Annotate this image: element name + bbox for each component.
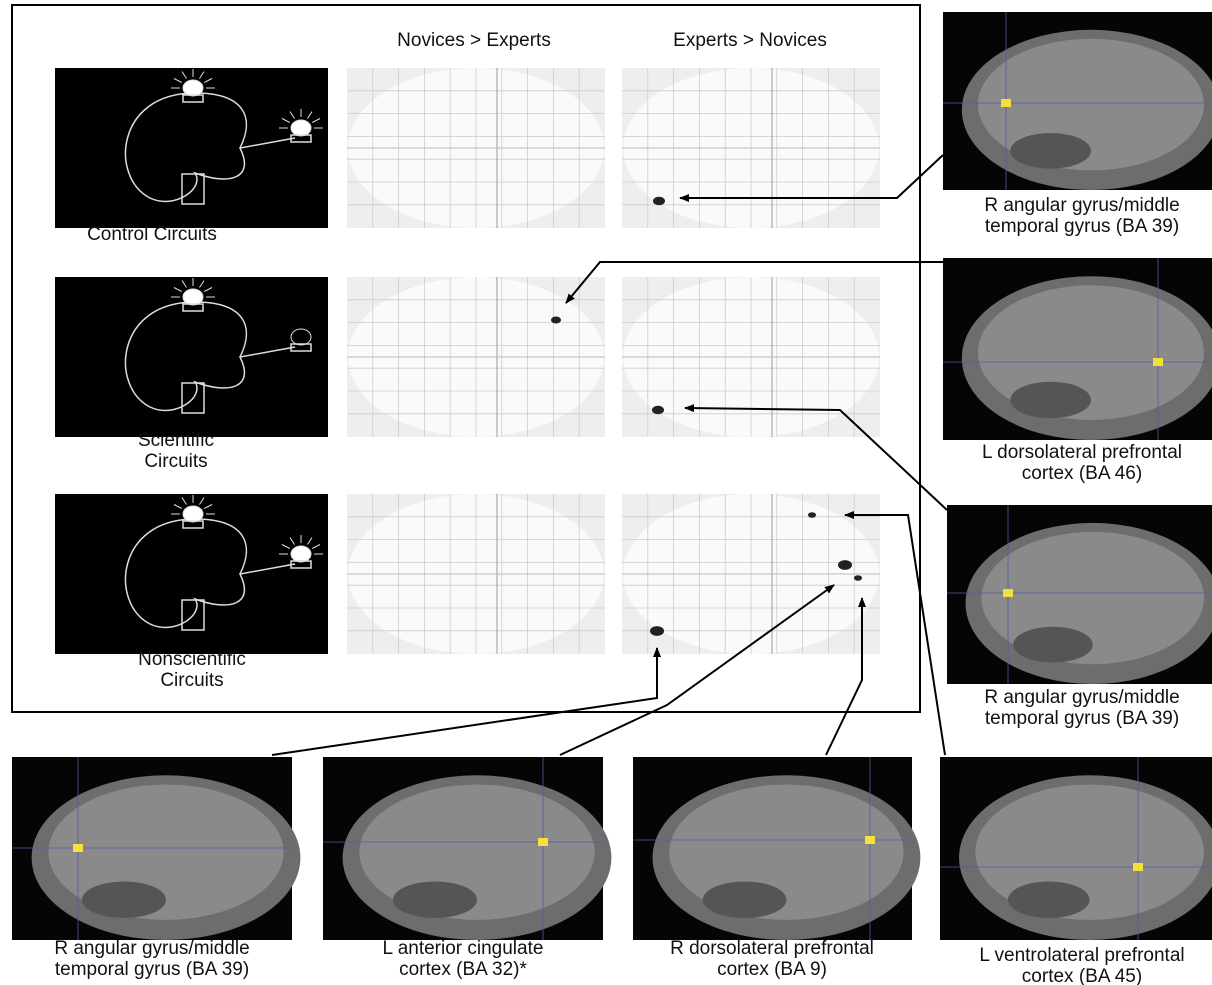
glass-brain: [347, 494, 605, 654]
row-label: Circuits: [144, 451, 207, 472]
glass-brain: [347, 68, 605, 228]
brain-cerebellum: [1010, 133, 1091, 169]
region-caption: L dorsolateral prefrontal: [982, 442, 1182, 463]
brain-cerebellum: [1008, 881, 1090, 918]
row-label: Nonscientific: [138, 649, 246, 670]
activation-spot: [538, 838, 548, 846]
brain-image: [943, 12, 1212, 190]
activation-spot: [73, 844, 83, 852]
bulb: [291, 120, 311, 136]
column-header: Experts > Novices: [673, 30, 827, 51]
region-caption: R angular gyrus/middle: [54, 938, 249, 959]
activation-spot: [1133, 863, 1143, 871]
region-caption: cortex (BA 46): [1022, 463, 1142, 484]
activation-spot: [1001, 99, 1011, 107]
circuit-panel: [55, 277, 328, 437]
activation-blob: [551, 317, 561, 324]
row-label: Scientific: [138, 430, 214, 451]
region-caption: cortex (BA 45): [1022, 966, 1142, 985]
region-caption: cortex (BA 9): [717, 959, 827, 980]
brain-cerebellum: [82, 881, 166, 918]
brain-cerebellum: [1013, 627, 1093, 663]
brain-image: [12, 757, 300, 940]
brain-image: [943, 258, 1212, 440]
brain-image: [940, 757, 1212, 940]
region-caption: L ventrolateral prefrontal: [979, 945, 1184, 966]
activation-blob: [838, 560, 852, 570]
region-caption: R angular gyrus/middle: [984, 687, 1179, 708]
activation-blob: [854, 575, 862, 581]
body: Novices > Experts Experts > Novices Contro…: [0, 0, 1212, 985]
region-caption: temporal gyrus (BA 39): [985, 216, 1179, 237]
region-caption: R angular gyrus/middle: [984, 195, 1179, 216]
circuit-panel: [55, 68, 328, 228]
activation-blob: [808, 512, 816, 518]
brain-image: [947, 505, 1212, 684]
brain-cerebellum: [1010, 382, 1091, 418]
activation-spot: [1003, 589, 1013, 597]
brain-cerebellum: [393, 881, 477, 918]
glass-brain: [347, 277, 605, 437]
bulb: [291, 546, 311, 562]
column-header: Novices > Experts: [397, 30, 551, 51]
activation-blob: [652, 406, 664, 414]
bulb: [183, 80, 203, 96]
row-label: Control Circuits: [87, 224, 217, 245]
brain-cerebellum: [703, 881, 787, 918]
region-caption: L anterior cingulate: [383, 938, 544, 959]
activation-spot: [865, 836, 875, 844]
region-caption: R dorsolateral prefrontal: [670, 938, 874, 959]
bulb: [183, 289, 203, 305]
brain-image: [323, 757, 611, 940]
bulb: [183, 506, 203, 522]
region-caption: cortex (BA 32)*: [399, 959, 527, 980]
activation-blob: [653, 197, 665, 205]
activation-blob: [650, 626, 664, 636]
brain-image: [633, 757, 920, 940]
figure: Novices > Experts Experts > Novices Contro…: [0, 0, 1212, 985]
region-caption: temporal gyrus (BA 39): [55, 959, 249, 980]
page: {"header": {"columns": ["Novices > Exper…: [0, 0, 1212, 985]
region-caption: temporal gyrus (BA 39): [985, 708, 1179, 729]
circuit-panel: [55, 494, 328, 654]
activation-spot: [1153, 358, 1163, 366]
row-label: Circuits: [160, 670, 223, 691]
